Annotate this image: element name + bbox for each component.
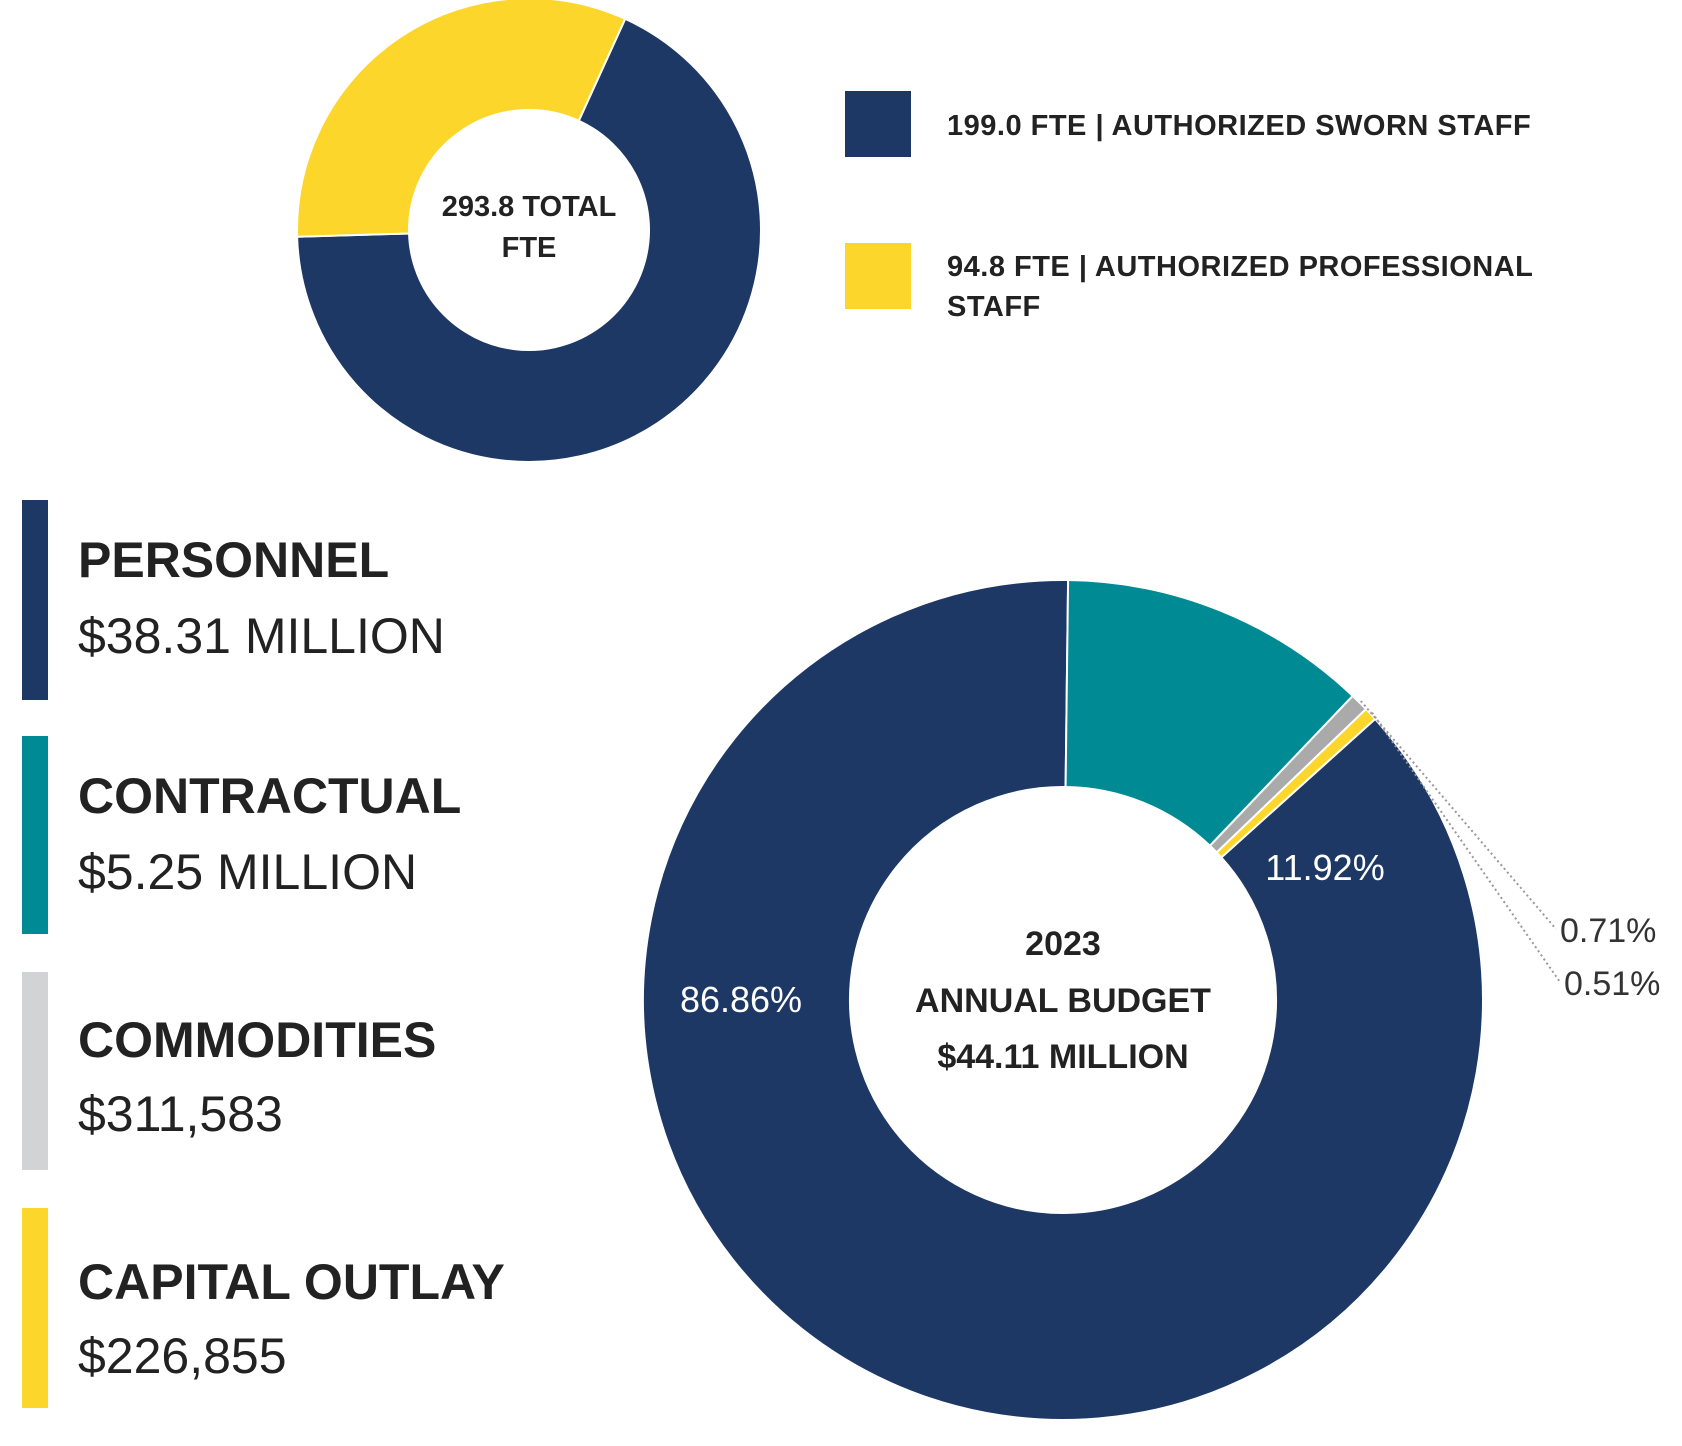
budget-leader-line-commodities [1360, 700, 1557, 930]
budget-legend-name-personnel: PERSONNEL [78, 532, 390, 588]
fte-legend-swatch-sworn [845, 91, 911, 157]
budget-legend-personnel: PERSONNEL $38.31 MILLION [22, 500, 582, 700]
fte-donut-chart: 293.8 TOTAL FTE [296, 0, 762, 463]
budget-pct-label-personnel: 86.86% [680, 979, 802, 1020]
budget-legend-amount-capital-outlay: $226,855 [78, 1328, 287, 1384]
budget-center-label-line1: 2023 [1025, 925, 1101, 963]
budget-legend-bar-contractual [22, 736, 48, 934]
budget-legend-bar-personnel [22, 500, 48, 700]
budget-legend-name-commodities: COMMODITIES [78, 1012, 437, 1068]
budget-pct-label-capital-outlay: 0.51% [1564, 965, 1660, 1003]
budget-pct-label-commodities: 0.71% [1560, 912, 1656, 950]
fte-legend-label-professional-line1: 94.8 FTE | AUTHORIZED PROFESSIONAL [947, 251, 1534, 283]
budget-legend-amount-personnel: $38.31 MILLION [78, 608, 445, 664]
budget-slice-contractual [1064, 579, 1355, 848]
fte-slice-sworn [296, 17, 762, 463]
fte-legend-label-sworn: 199.0 FTE | AUTHORIZED SWORN STAFF [947, 110, 1532, 142]
budget-legend-name-capital-outlay: CAPITAL OUTLAY [78, 1254, 505, 1310]
budget-slice-capital-outlay [1215, 707, 1377, 859]
budget-donut-chart: 86.86% 11.92% 0.71% 0.51% 2023 ANNUAL BUDGET $… [642, 579, 1660, 1421]
budget-legend-bar-capital-outlay [22, 1208, 48, 1408]
budget-legend-amount-commodities: $311,583 [78, 1086, 283, 1142]
budget-legend-amount-contractual: $5.25 MILLION [78, 844, 418, 900]
budget-center-label-line2: ANNUAL BUDGET [915, 982, 1211, 1020]
budget-center-label-line3: $44.11 MILLION [937, 1038, 1188, 1076]
fte-center-label-line2: FTE [502, 232, 557, 264]
budget-legend-commodities: COMMODITIES $311,583 [22, 972, 582, 1170]
budget-legend-contractual: CONTRACTUAL $5.25 MILLION [22, 736, 582, 934]
budget-legend-capital-outlay: CAPITAL OUTLAY $226,855 [22, 1208, 582, 1408]
fte-legend-label-professional-line2: STAFF [947, 291, 1041, 323]
budget-pct-label-contractual: 11.92% [1265, 847, 1384, 888]
fte-center-label-line1: 293.8 TOTAL [442, 191, 617, 223]
budget-legend-name-contractual: CONTRACTUAL [78, 768, 462, 824]
budget-slice-personnel [642, 579, 1484, 1421]
fte-legend-swatch-professional [845, 243, 911, 309]
fte-slice-professional [296, 0, 627, 238]
budget-legend-bar-commodities [22, 972, 48, 1170]
